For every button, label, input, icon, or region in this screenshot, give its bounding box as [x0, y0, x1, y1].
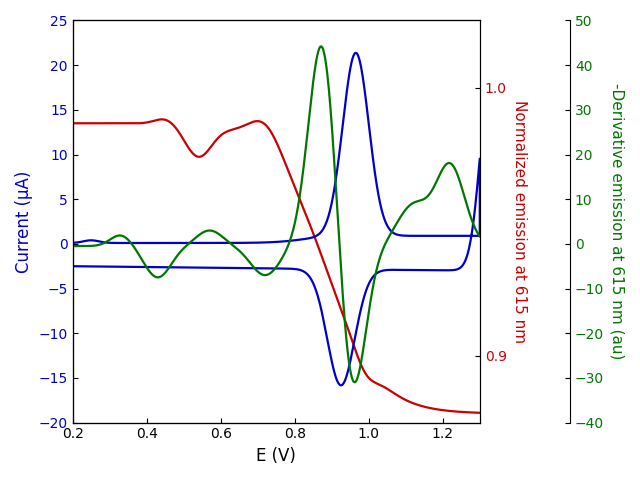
X-axis label: E (V): E (V): [256, 447, 296, 465]
Y-axis label: -Derivative emission at 615 nm (au): -Derivative emission at 615 nm (au): [610, 84, 625, 360]
Y-axis label: Normalized emission at 615 nm: Normalized emission at 615 nm: [513, 100, 527, 343]
Y-axis label: Current (μA): Current (μA): [15, 170, 33, 273]
